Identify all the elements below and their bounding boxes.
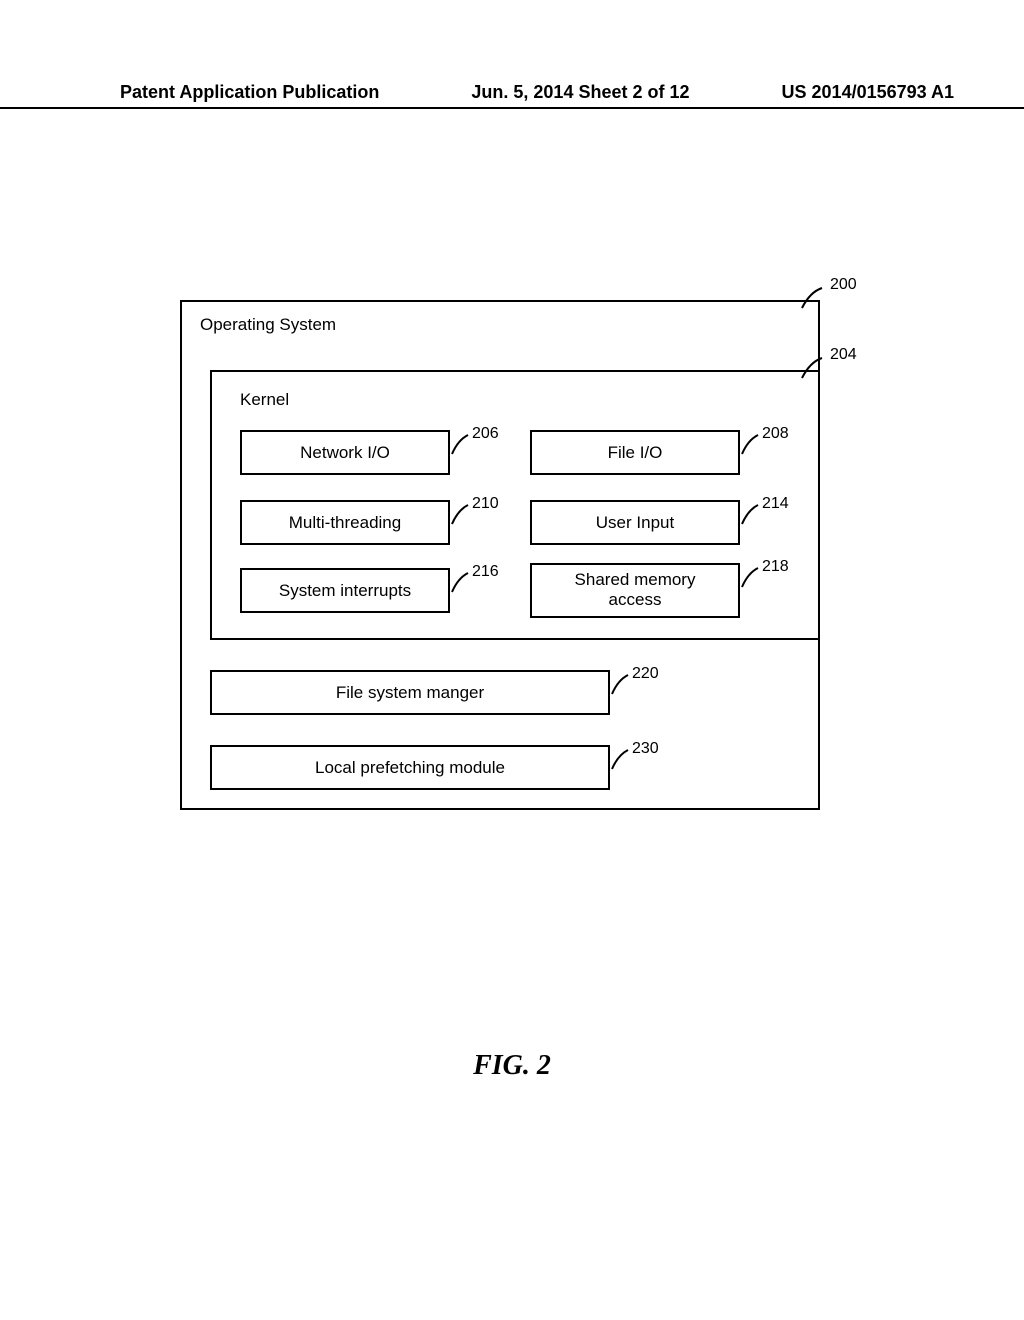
figure-caption: FIG. 2 [0,1050,1024,1082]
label-network-io: Network I/O [240,443,450,463]
ref-206: 206 [472,425,499,443]
patent-page: Patent Application Publication Jun. 5, 2… [0,0,1024,1320]
header-publication: Patent Application Publication [120,82,379,103]
ref-208: 208 [762,425,789,443]
ref-216: 216 [472,563,499,581]
page-header: Patent Application Publication Jun. 5, 2… [0,82,1024,109]
ref-218: 218 [762,558,789,576]
label-local-prefetch: Local prefetching module [210,758,610,778]
ref-230: 230 [632,740,659,758]
ref-200: 200 [830,276,857,294]
label-sys-interrupts: System interrupts [240,581,450,601]
label-shared-memory: Shared memory access [530,570,740,611]
ref-214: 214 [762,495,789,513]
label-user-input: User Input [530,513,740,533]
label-file-io: File I/O [530,443,740,463]
header-date-sheet: Jun. 5, 2014 Sheet 2 of 12 [471,82,689,103]
label-kernel: Kernel [240,390,289,410]
ref-210: 210 [472,495,499,513]
header-pubnum: US 2014/0156793 A1 [782,82,954,103]
label-multithreading: Multi-threading [240,513,450,533]
ref-204: 204 [830,346,857,364]
figure-diagram: Operating System 200 Kernel 204 Network … [180,300,880,840]
label-operating-system: Operating System [200,315,336,335]
ref-220: 220 [632,665,659,683]
label-file-system-manager: File system manger [210,683,610,703]
